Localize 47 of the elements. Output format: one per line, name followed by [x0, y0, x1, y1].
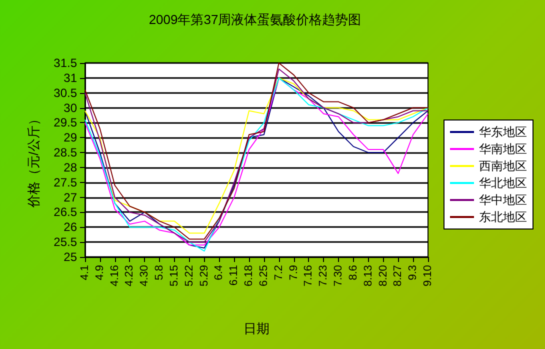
x-axis-title: 日期 [244, 321, 270, 336]
x-tick-label: 7.2 [272, 265, 285, 280]
y-tick-label: 28 [64, 160, 78, 174]
x-tick-label: 8.13 [362, 265, 374, 286]
x-tick-label: 5.29 [198, 265, 210, 286]
y-tick-label: 26 [64, 220, 78, 234]
x-tick-label: 4.16 [108, 265, 121, 286]
y-tick-label: 29.5 [54, 116, 78, 130]
x-tick-label: 4.23 [124, 265, 136, 286]
legend-label: 华中地区 [479, 193, 527, 207]
x-tick-label: 6.25 [258, 265, 270, 286]
y-tick-label: 30 [64, 100, 78, 115]
x-tick-label: 5.15 [168, 265, 180, 286]
y-tick-label: 27 [64, 190, 78, 204]
x-tick-label: 8.27 [392, 265, 404, 286]
legend-label: 西南地区 [479, 159, 527, 173]
y-tick-label: 25 [64, 250, 78, 264]
y-tick-label: 28.5 [54, 146, 78, 160]
x-tick-label: 6.4 [213, 265, 226, 280]
legend-label: 东北地区 [479, 210, 527, 224]
legend-label: 华东地区 [479, 125, 527, 139]
chart-title: 2009年第37周液体蛋氨酸价格趋势图 [148, 12, 362, 27]
x-tick-label: 7.30 [332, 265, 345, 286]
x-tick-label: 6.18 [243, 265, 256, 286]
x-tick-label: 5.8 [154, 265, 166, 280]
y-axis-title: 价格（元/公斤） [26, 112, 41, 208]
x-tick-label: 7.16 [302, 265, 315, 286]
legend-label: 华南地区 [479, 142, 527, 156]
x-tick-label: 8.6 [347, 265, 360, 280]
y-tick-label: 31.5 [54, 56, 78, 70]
y-tick-label: 25.5 [54, 235, 78, 250]
x-tick-label: 9.10 [422, 265, 434, 286]
y-tick-label: 29 [64, 130, 78, 145]
x-tick-label: 4.1 [79, 265, 91, 280]
y-tick-label: 31 [64, 70, 78, 85]
y-tick-label: 30.5 [54, 86, 78, 100]
y-tick-label: 26.5 [54, 205, 78, 220]
x-tick-label: 7.23 [318, 265, 330, 286]
x-tick-label: 4.9 [94, 265, 106, 280]
y-tick-label: 27.5 [54, 175, 78, 190]
x-tick-label: 9.3 [407, 265, 420, 280]
legend-label: 华北地区 [479, 176, 527, 190]
x-tick-label: 6.11 [228, 265, 240, 286]
x-tick-label: 8.20 [377, 265, 390, 286]
x-tick-label: 7.9 [288, 265, 300, 280]
x-tick-label: 5.22 [183, 265, 196, 286]
x-tick-label: 4.30 [138, 265, 151, 286]
